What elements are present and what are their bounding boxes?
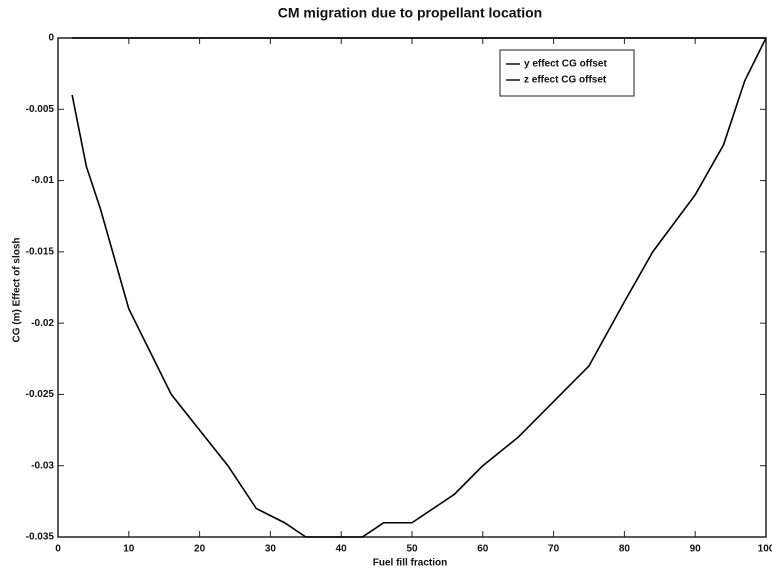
- y-tick-label: -0.02: [31, 318, 54, 329]
- x-tick-label: 90: [690, 544, 702, 555]
- legend-label: y effect CG offset: [524, 59, 607, 70]
- x-tick-label: 80: [619, 544, 631, 555]
- y-tick-label: -0.025: [26, 389, 55, 400]
- x-tick-label: 10: [123, 544, 135, 555]
- x-tick-label: 20: [194, 544, 206, 555]
- x-tick-label: 40: [336, 544, 348, 555]
- y-tick-label: -0.035: [26, 532, 55, 543]
- y-tick-label: -0.005: [26, 104, 55, 115]
- chart-title: CM migration due to propellant location: [278, 5, 542, 21]
- x-tick-label: 100: [758, 544, 772, 555]
- y-tick-label: -0.015: [26, 246, 55, 257]
- x-tick-label: 70: [548, 544, 560, 555]
- y-axis-label: CG (m) Effect of slosh: [12, 237, 23, 342]
- legend-box: [499, 49, 635, 97]
- x-tick-label: 50: [406, 544, 418, 555]
- legend-label: z effect CG offset: [524, 75, 607, 86]
- x-tick-label: 30: [265, 544, 277, 555]
- x-tick-label: 60: [477, 544, 489, 555]
- x-axis-label: Fuel fill fraction: [373, 558, 447, 569]
- y-tick-label: -0.03: [31, 460, 54, 471]
- y-tick-label: -0.01: [31, 175, 54, 186]
- x-tick-label: 0: [55, 544, 61, 555]
- data-line: [71, 37, 767, 538]
- y-tick-label: 0: [48, 33, 54, 44]
